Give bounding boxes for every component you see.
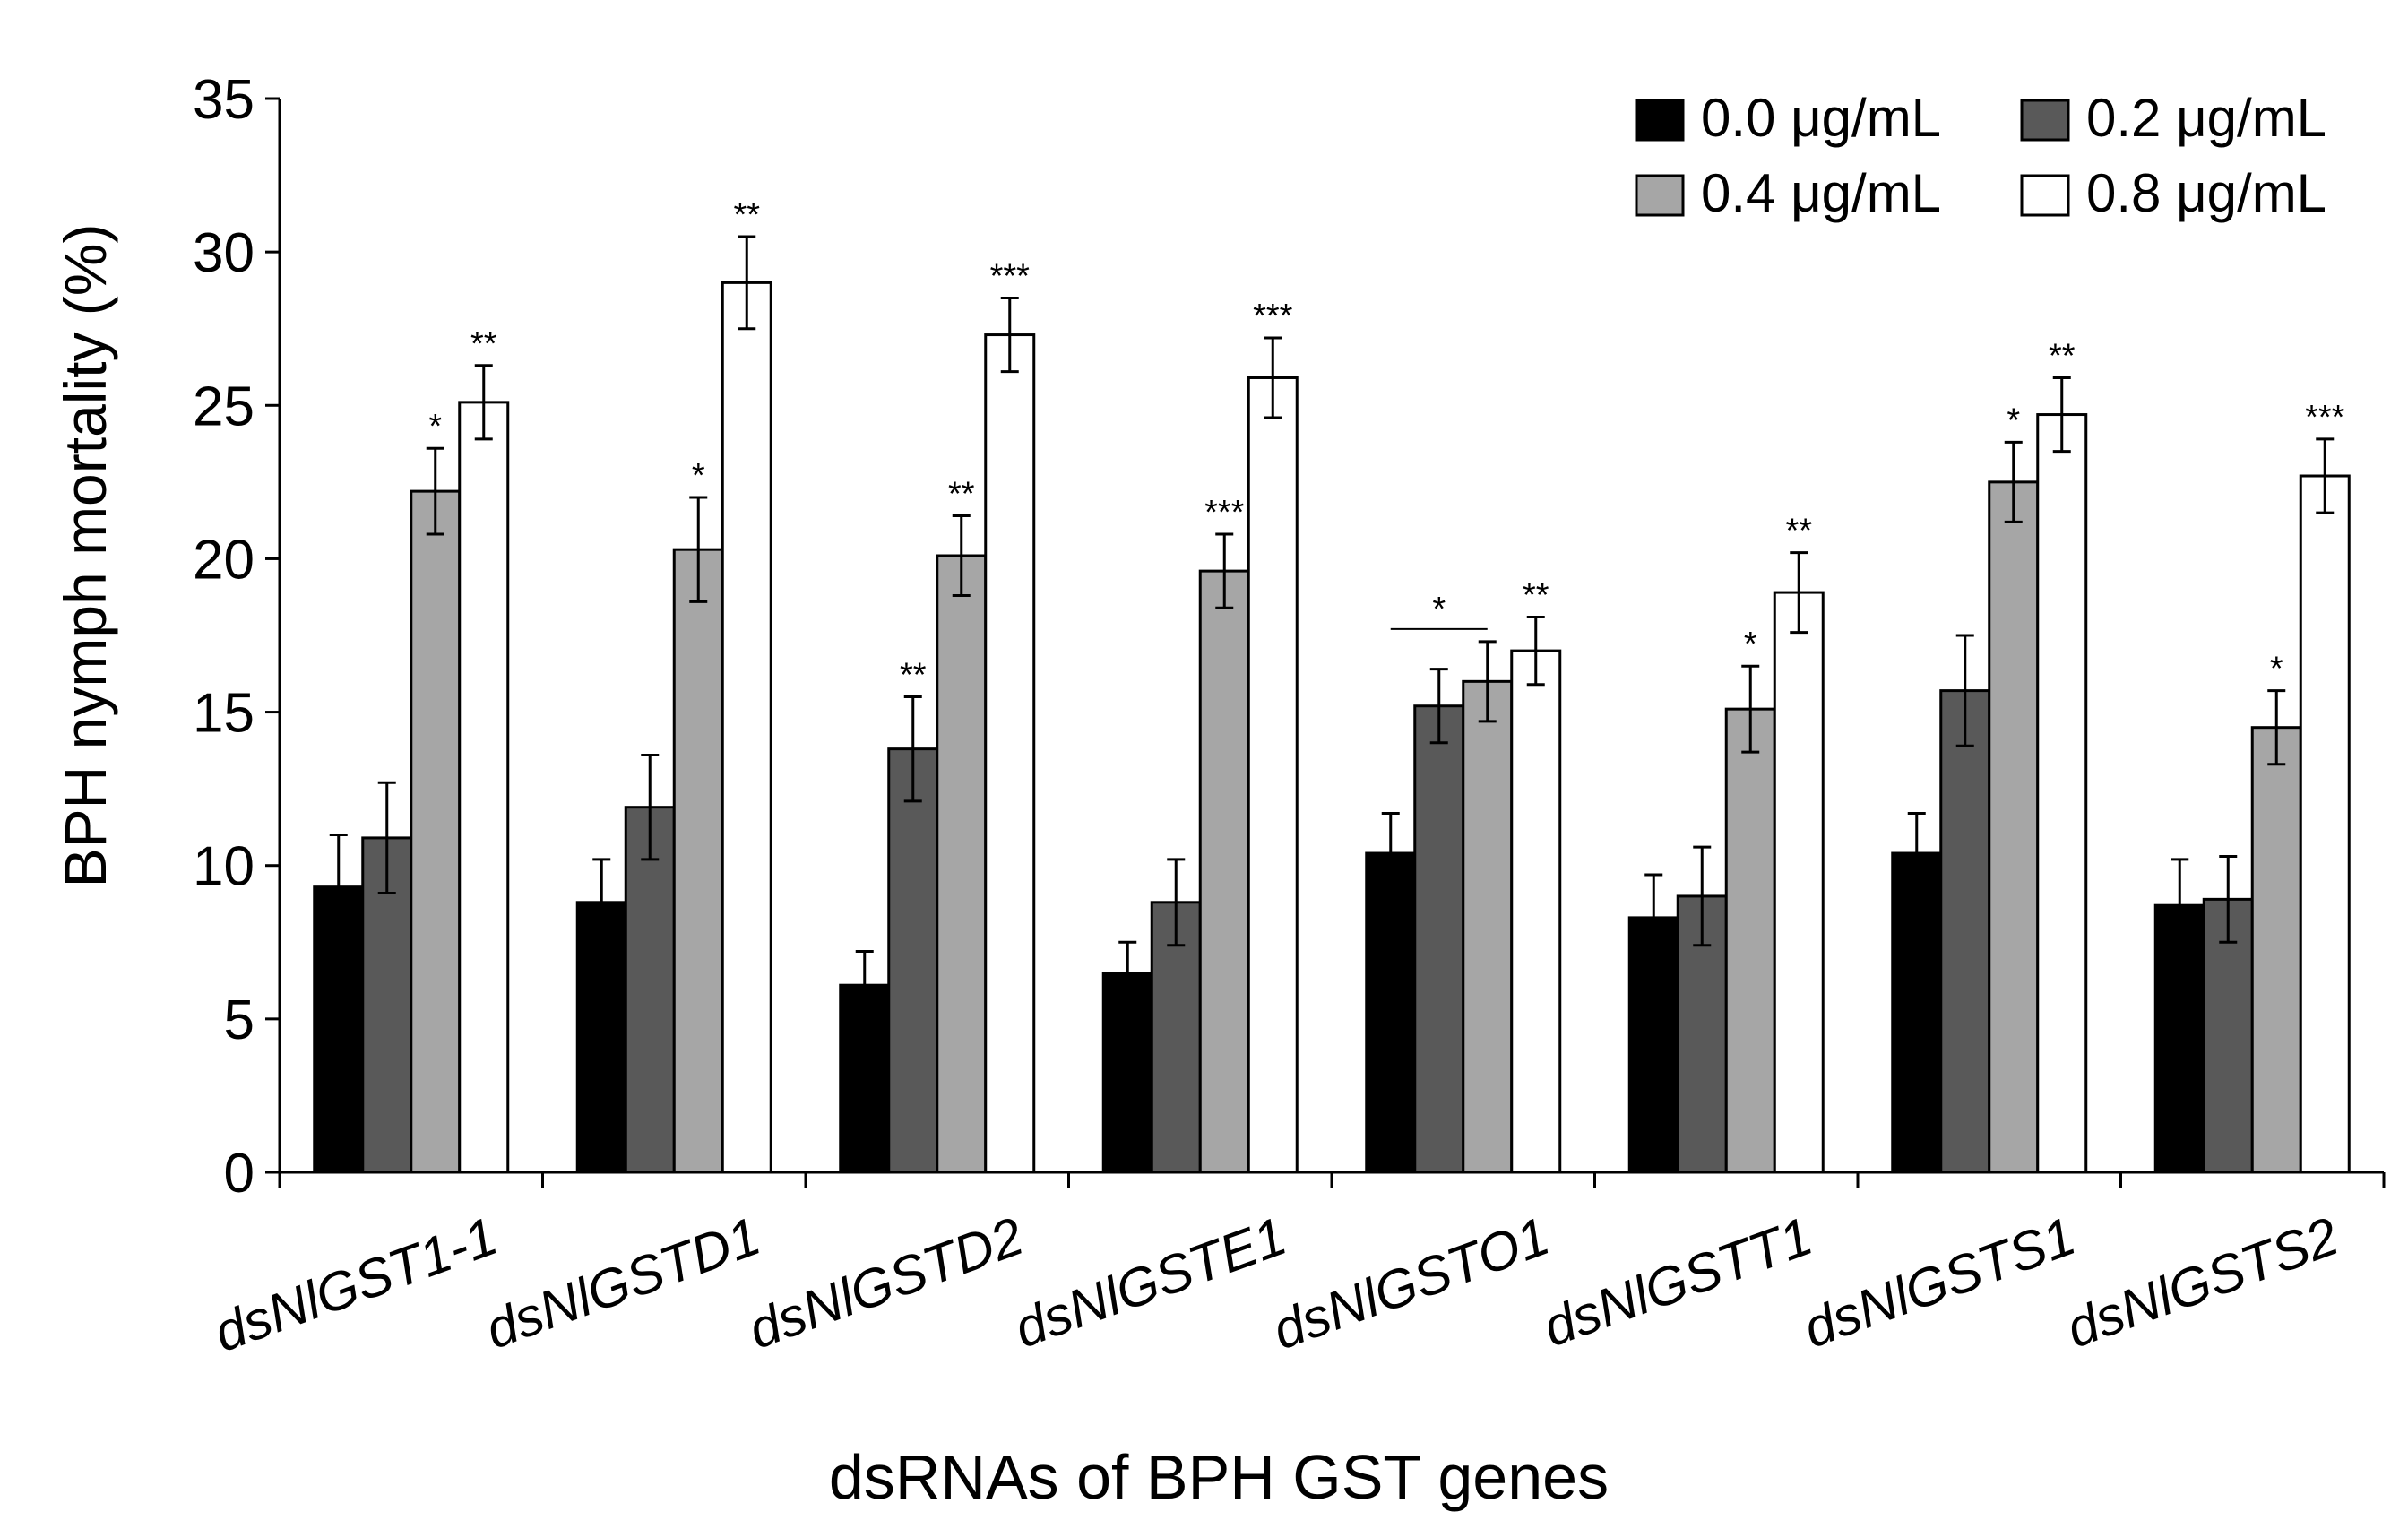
significance-label: *** [1253, 298, 1293, 335]
x-tick-label: dsNlGSTT1 [1535, 1205, 1819, 1358]
y-tick-label: 30 [193, 222, 255, 284]
bar [1773, 591, 1825, 1174]
bar [721, 281, 772, 1174]
legend-swatch [1635, 99, 1685, 142]
legend: 0.0 μg/mL 0.2 μg/mL 0.4 μg/mL 0.8 μg/mL [1635, 88, 2326, 223]
bar [2202, 897, 2254, 1174]
significance-label: * [1744, 626, 1757, 663]
bar [624, 806, 676, 1174]
y-tick-label: 35 [193, 69, 255, 131]
significance-label: *** [2305, 399, 2345, 436]
significance-label: ** [948, 476, 975, 514]
legend-label: 0.8 μg/mL [2086, 163, 2326, 223]
bar [2250, 726, 2302, 1174]
x-tick-label: dsNlGSTS1 [1796, 1205, 2084, 1359]
significance-label: ** [1785, 513, 1812, 550]
bar [984, 333, 1036, 1174]
significance-label: * [692, 457, 705, 495]
y-tick-label: 15 [193, 683, 255, 745]
legend-label: 0.4 μg/mL [1701, 163, 1941, 223]
bar [2299, 474, 2351, 1174]
bar [458, 401, 510, 1174]
legend-swatch [1635, 174, 1685, 217]
bar [575, 901, 627, 1174]
bar [1988, 480, 2040, 1174]
significance-label: * [428, 408, 442, 445]
legend-swatch [2020, 99, 2070, 142]
significance-label: *** [1204, 494, 1245, 531]
x-tick-label: dsNlGST1-1 [206, 1205, 505, 1363]
legend-swatch [2020, 174, 2070, 217]
bar [1198, 569, 1250, 1174]
y-tick-label: 20 [193, 529, 255, 591]
significance-label: ** [733, 196, 760, 234]
bar [1724, 707, 1776, 1174]
significance-label: * [2007, 402, 2020, 439]
x-tick-label: dsNlGSTS2 [2058, 1205, 2346, 1359]
bar [887, 747, 939, 1174]
bar [672, 548, 724, 1174]
significance-label: ** [900, 656, 927, 694]
y-tick-label: 5 [224, 989, 255, 1051]
significance-label: * [2270, 651, 2283, 688]
significance-label: * [1432, 591, 1446, 628]
bar [936, 554, 988, 1174]
bar [1247, 376, 1299, 1174]
y-tick-label: 0 [224, 1143, 255, 1205]
error-bars [329, 235, 2335, 1021]
x-tick-label: dsNlGSTO1 [1264, 1205, 1557, 1361]
bar [2036, 413, 2088, 1174]
bar [1510, 649, 1562, 1174]
bar [1939, 689, 1991, 1174]
bar [1891, 851, 1943, 1174]
significance-marks: ******************************** [428, 196, 2344, 694]
legend-label: 0.2 μg/mL [2086, 88, 2326, 148]
bar [1365, 851, 1417, 1174]
bars [313, 281, 2351, 1174]
bar [1413, 704, 1465, 1174]
x-tick-label: dsNlGSTD1 [478, 1205, 768, 1360]
x-axis-label: dsRNAs of BPH GST genes [829, 1442, 1609, 1512]
x-tick-label: dsNlGSTE1 [1006, 1205, 1294, 1359]
legend-label: 0.0 μg/mL [1701, 88, 1941, 148]
y-tick-label: 25 [193, 376, 255, 437]
y-axis-label: BPH nymph mortality (%) [52, 224, 118, 888]
significance-label: ** [1523, 576, 1549, 614]
y-tick-label: 10 [193, 836, 255, 898]
bar [1462, 679, 1514, 1174]
x-tick-label: dsNlGSTD2 [741, 1205, 1031, 1360]
bar [410, 489, 462, 1174]
significance-label: ** [470, 325, 497, 363]
significance-label: ** [2049, 337, 2076, 375]
significance-label: *** [990, 257, 1031, 295]
bar [1101, 972, 1153, 1174]
